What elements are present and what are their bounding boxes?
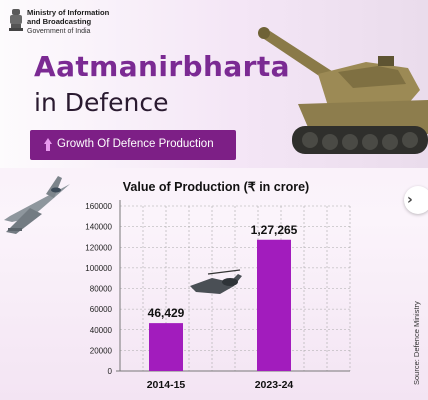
bar-chart: Value of Production (₹ in crore) 0 20000 4… [85, 180, 351, 391]
fighter-jet-image [4, 176, 70, 234]
chart-title: Value of Production (₹ in crore) [123, 180, 309, 194]
ministry-name: Ministry of Information and Broadcasting [27, 8, 167, 26]
y-tick-label: 80000 [90, 285, 113, 294]
hero-subtitle: in Defence [34, 88, 169, 117]
y-tick-label: 140000 [85, 223, 112, 232]
bar-2014-15 [149, 323, 183, 371]
government-label: Government of India [27, 28, 91, 35]
ministry-name-line1: Ministry of Information [27, 8, 110, 17]
y-tick-label: 100000 [85, 264, 112, 273]
y-tick-label: 0 [108, 367, 113, 376]
y-tick-label: 40000 [90, 326, 113, 335]
helicopter-image [190, 269, 242, 294]
next-slide-button[interactable]: › [404, 186, 428, 214]
x-category-label: 2014-15 [147, 379, 186, 391]
hero-title: Aatmanirbharta [34, 50, 290, 83]
x-category-label: 2023-24 [255, 379, 294, 391]
section-pill: Growth Of Defence Production [30, 130, 236, 160]
section-pill-label: Growth Of Defence Production [57, 138, 214, 150]
y-tick-label: 120000 [85, 243, 112, 252]
y-tick-label: 60000 [90, 305, 113, 314]
chevron-right-icon: › [407, 192, 413, 208]
national-emblem-icon [9, 9, 23, 31]
source-note: Source: Defence Ministry [412, 301, 421, 385]
ministry-logo: Ministry of Information and Broadcasting… [8, 6, 168, 42]
bar-value-label: 46,429 [148, 306, 185, 320]
bar-2023-24 [257, 239, 291, 371]
ministry-name-line2: and Broadcasting [27, 17, 92, 26]
bar-value-label: 1,27,265 [251, 223, 298, 237]
tank-image [258, 27, 428, 154]
y-tick-label: 160000 [85, 202, 112, 211]
y-tick-label: 20000 [90, 346, 113, 355]
